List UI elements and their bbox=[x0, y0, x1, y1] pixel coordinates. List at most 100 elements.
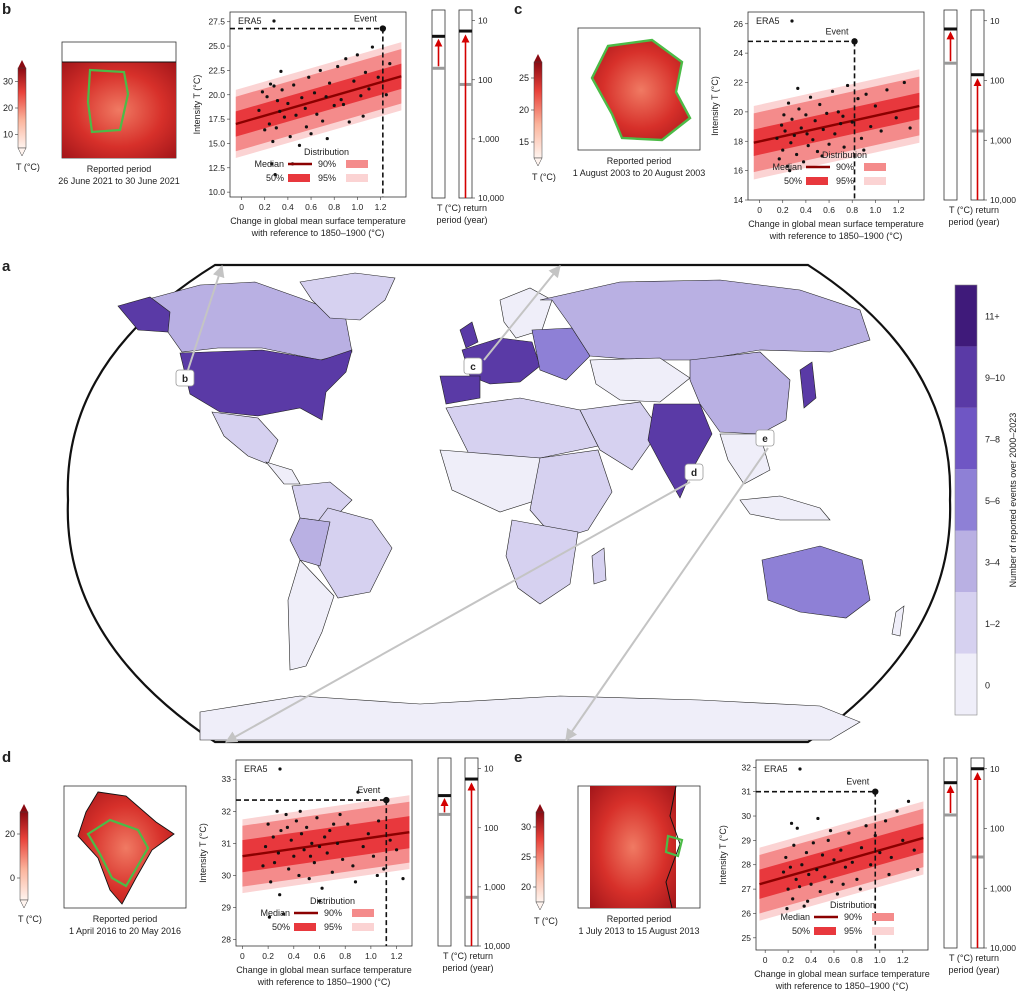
scale-bottom-arrow bbox=[17, 147, 27, 157]
panel-letter: c bbox=[514, 1, 522, 18]
data-point bbox=[284, 812, 288, 817]
legend-90-label: 90% bbox=[318, 159, 336, 169]
data-point bbox=[795, 826, 799, 830]
panel-letter: d bbox=[2, 749, 11, 766]
x-tick-label: 1.2 bbox=[897, 955, 909, 965]
scale-tick-label: 20 bbox=[519, 105, 529, 115]
connector-arrow-e bbox=[565, 447, 769, 741]
data-point bbox=[346, 822, 350, 826]
data-point bbox=[820, 154, 824, 158]
data-point bbox=[270, 162, 274, 166]
data-point bbox=[781, 148, 785, 152]
data-point bbox=[310, 841, 314, 845]
x-axis-label-line2: with reference to 1850–1900 (°C) bbox=[775, 981, 909, 991]
data-point bbox=[869, 863, 873, 867]
scale-bottom-arrow bbox=[533, 157, 543, 167]
data-point bbox=[788, 865, 792, 869]
country-central-america bbox=[265, 461, 301, 485]
data-point bbox=[401, 877, 405, 881]
region-antarctica bbox=[199, 695, 861, 741]
scale-title: T (°C) bbox=[534, 916, 558, 926]
y-tick-label: 20 bbox=[734, 107, 744, 117]
data-point bbox=[363, 70, 368, 74]
x-tick-label: 1.2 bbox=[893, 205, 905, 215]
data-point bbox=[804, 850, 809, 855]
data-point bbox=[782, 113, 786, 117]
callout-b: b bbox=[175, 369, 195, 387]
colorbar-tick-label: 3–4 bbox=[985, 557, 1000, 567]
data-point bbox=[797, 107, 801, 111]
data-point bbox=[828, 829, 833, 833]
legend-90-swatch bbox=[872, 913, 894, 921]
data-point bbox=[859, 846, 864, 850]
data-point bbox=[318, 68, 322, 73]
legend-50-swatch bbox=[814, 927, 836, 935]
legend-median-label: Median bbox=[772, 162, 802, 172]
data-point bbox=[338, 812, 342, 817]
data-point bbox=[794, 877, 798, 881]
data-point bbox=[811, 138, 815, 142]
data-point bbox=[879, 129, 883, 133]
x-tick-label: 0.2 bbox=[777, 205, 789, 215]
data-point bbox=[317, 899, 322, 903]
colorbar-tick-label: 7–8 bbox=[985, 435, 1000, 445]
legend-95-label: 95% bbox=[836, 176, 854, 186]
y-tick-label: 22.5 bbox=[208, 65, 225, 75]
median-line bbox=[753, 104, 920, 144]
x-tick-label: 0.4 bbox=[282, 202, 294, 212]
legend-90-label: 90% bbox=[836, 162, 854, 172]
legend-95-swatch bbox=[352, 923, 374, 931]
data-point bbox=[355, 53, 359, 57]
legend-title: Distribution bbox=[310, 896, 355, 906]
scale-tick-label: 30 bbox=[3, 76, 13, 86]
colorbar-swatch-0 bbox=[955, 653, 977, 715]
plot-frame bbox=[229, 11, 407, 198]
data-point bbox=[806, 144, 810, 148]
data-point bbox=[901, 838, 905, 842]
data-point bbox=[265, 95, 269, 99]
data-point bbox=[895, 809, 899, 813]
data-point bbox=[785, 906, 789, 911]
scale-title: T (°C) bbox=[532, 172, 556, 182]
legend-90-label: 90% bbox=[844, 912, 862, 922]
return-period-axis-label-line2: period (year) bbox=[436, 215, 487, 225]
event-marker bbox=[379, 25, 387, 32]
data-point bbox=[347, 120, 351, 124]
x-tick-label: 1.0 bbox=[869, 205, 881, 215]
data-point bbox=[304, 125, 309, 129]
data-point bbox=[808, 95, 813, 99]
data-point bbox=[800, 863, 804, 867]
x-tick-label: 0.6 bbox=[314, 951, 326, 961]
x-axis-label: Change in global mean surface temperatur… bbox=[748, 219, 924, 229]
data-point bbox=[821, 127, 825, 132]
legend-50-label: 50% bbox=[266, 173, 284, 183]
data-point bbox=[276, 851, 280, 855]
data-point bbox=[784, 855, 788, 860]
data-point bbox=[371, 854, 376, 858]
legend-50-label: 50% bbox=[792, 926, 810, 936]
data-point bbox=[327, 81, 332, 85]
region-central-asia bbox=[589, 357, 691, 403]
data-point bbox=[292, 83, 296, 87]
data-point bbox=[805, 132, 809, 136]
x-axis-label: Change in global mean surface temperatur… bbox=[230, 216, 406, 226]
data-point bbox=[864, 824, 868, 828]
data-point bbox=[887, 872, 891, 877]
data-point bbox=[809, 882, 813, 886]
panel-e: e 20 25 30 T (°C) Reported period 1 July 2013 … bbox=[514, 749, 1016, 991]
data-point bbox=[789, 141, 793, 145]
country-usa bbox=[179, 349, 353, 421]
colorbar-tick-label: 11+ bbox=[985, 312, 1000, 322]
legend-50-swatch bbox=[294, 923, 316, 931]
source-label: ERA5 bbox=[238, 16, 262, 26]
data-point bbox=[317, 844, 322, 849]
reported-period-label: Reported period bbox=[87, 164, 152, 174]
data-point bbox=[856, 97, 860, 101]
region-southern-africa bbox=[505, 519, 579, 605]
country-peru-bolivia bbox=[289, 517, 331, 567]
reported-period-dates: 1 August 2003 to 20 August 2003 bbox=[573, 168, 706, 178]
x-tick-label: 0.8 bbox=[339, 951, 351, 961]
connector-arrow-d bbox=[224, 481, 691, 743]
data-point bbox=[303, 106, 307, 110]
data-point bbox=[859, 136, 864, 140]
